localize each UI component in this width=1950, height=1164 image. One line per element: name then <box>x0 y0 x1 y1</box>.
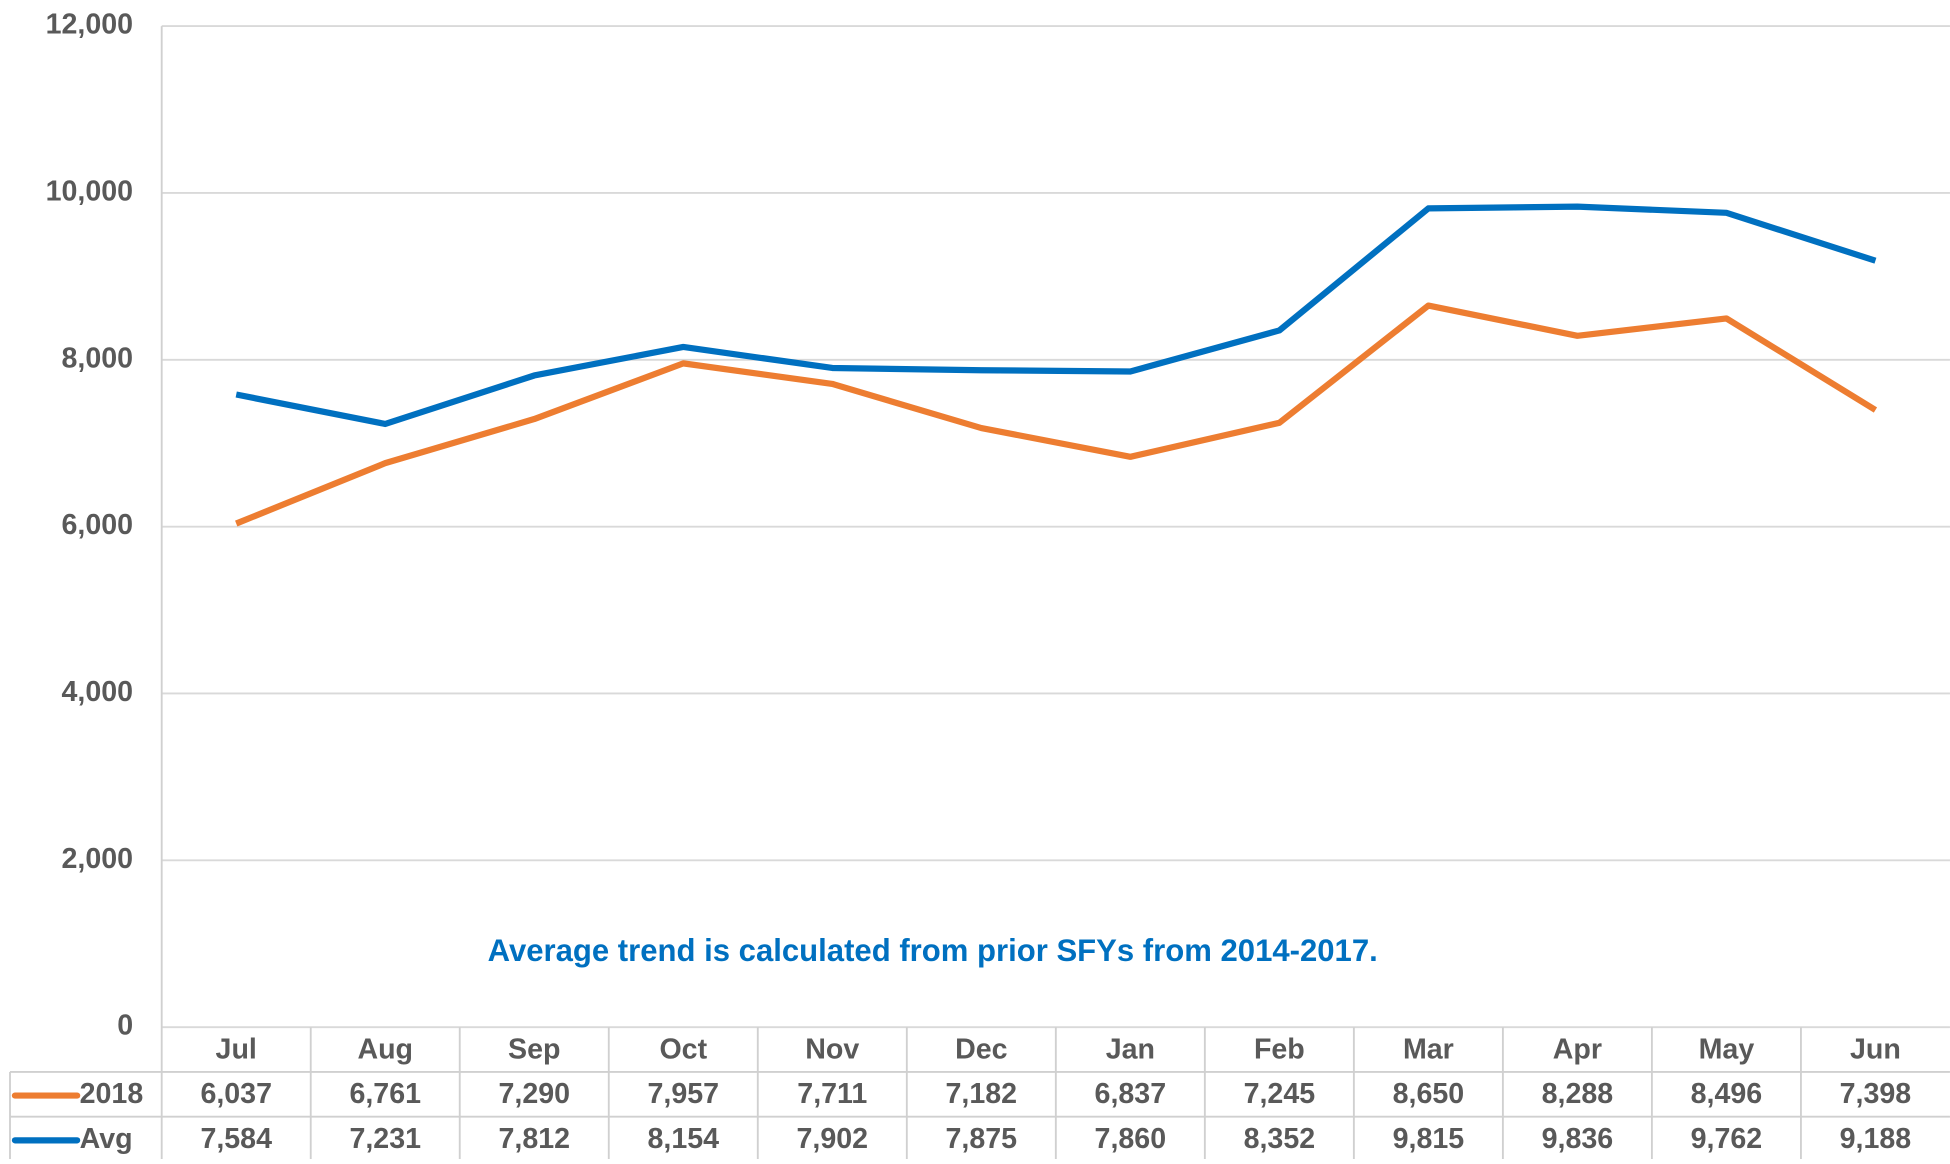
annotation: Average trend is calculated from prior S… <box>488 933 1378 968</box>
legend-label: 2018 <box>80 1078 144 1110</box>
table-value: 7,245 <box>1244 1078 1316 1110</box>
line-series <box>235 302 1878 527</box>
table-value: 7,812 <box>498 1123 570 1155</box>
table-value: 7,290 <box>498 1078 570 1110</box>
x-tick-label: Dec <box>955 1033 1008 1065</box>
x-tick-label: Jul <box>216 1033 257 1065</box>
table-value: 7,711 <box>797 1078 867 1110</box>
table-value: 6,037 <box>200 1078 272 1110</box>
table-value: 7,584 <box>200 1123 272 1155</box>
table-value: 8,288 <box>1542 1078 1614 1110</box>
table-value: 7,231 <box>349 1123 421 1155</box>
table-value: 9,188 <box>1840 1123 1912 1155</box>
x-tick-label: Apr <box>1553 1033 1602 1065</box>
x-tick-label: Sep <box>508 1033 560 1065</box>
table-value: 7,902 <box>797 1123 869 1155</box>
table-value: 9,762 <box>1691 1123 1763 1155</box>
table-value: 6,837 <box>1095 1078 1167 1110</box>
table-value: 8,650 <box>1393 1078 1465 1110</box>
y-tick-label: 6,000 <box>62 509 134 541</box>
y-tick-label: 8,000 <box>62 342 134 374</box>
table-value: 7,182 <box>946 1078 1018 1110</box>
table-value: 7,398 <box>1840 1078 1912 1110</box>
table-value: 9,815 <box>1393 1123 1465 1155</box>
table-value: 8,352 <box>1244 1123 1316 1155</box>
table-value: 8,154 <box>647 1123 719 1155</box>
x-tick-label: Jun <box>1850 1033 1901 1065</box>
table-value: 7,875 <box>946 1123 1018 1155</box>
table-value: 8,496 <box>1691 1078 1763 1110</box>
x-tick-label: Mar <box>1403 1033 1454 1065</box>
x-tick-label: Feb <box>1254 1033 1305 1065</box>
y-tick-label: 2,000 <box>62 843 134 875</box>
table-value: 9,836 <box>1542 1123 1614 1155</box>
table-value: 6,761 <box>349 1078 421 1110</box>
x-tick-label: May <box>1699 1033 1755 1065</box>
y-tick-label: 4,000 <box>62 676 134 708</box>
x-tick-label: Nov <box>805 1033 859 1065</box>
table-value: 7,860 <box>1095 1123 1167 1155</box>
x-tick-label: Oct <box>659 1033 707 1065</box>
legend-label: Avg <box>80 1123 133 1155</box>
table-value: 7,957 <box>647 1078 719 1110</box>
y-tick-label: 0 <box>117 1010 133 1042</box>
x-tick-label: Jan <box>1106 1033 1155 1065</box>
line-series <box>235 203 1877 428</box>
y-tick-label: 10,000 <box>46 176 133 208</box>
y-tick-label: 12,000 <box>46 9 133 41</box>
x-tick-label: Aug <box>357 1033 413 1065</box>
